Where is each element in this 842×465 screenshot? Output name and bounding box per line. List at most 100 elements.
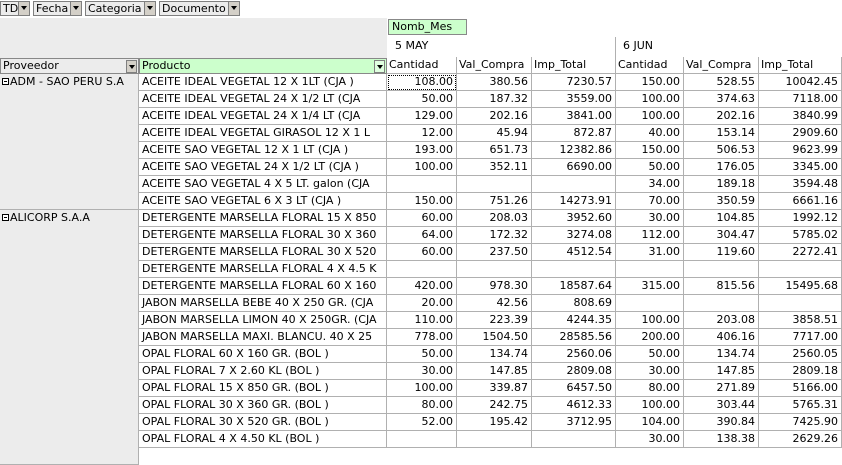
value-cell[interactable] (387, 261, 457, 278)
value-cell[interactable]: 7425.90 (759, 414, 842, 431)
product-cell[interactable]: OPAL FLORAL 30 X 520 GR. (BOL ) (139, 414, 387, 431)
value-cell[interactable]: 50.00 (616, 346, 684, 363)
dropdown-arrow-icon[interactable] (374, 60, 385, 73)
product-cell[interactable]: ACEITE SAO VEGETAL 4 X 5 LT. galon (CJA (139, 176, 387, 193)
value-cell[interactable] (684, 295, 759, 312)
row-field-proveedor[interactable]: Proveedor (0, 58, 139, 74)
value-cell[interactable]: 242.75 (457, 397, 532, 414)
value-cell[interactable] (457, 176, 532, 193)
value-cell[interactable]: 30.00 (616, 363, 684, 380)
value-cell[interactable]: 6661.16 (759, 193, 842, 210)
value-cell[interactable]: 150.00 (616, 74, 684, 91)
product-cell[interactable]: ACEITE IDEAL VEGETAL 12 X 1LT (CJA ) (139, 74, 387, 91)
value-cell[interactable]: 380.56 (457, 74, 532, 91)
value-cell[interactable] (457, 261, 532, 278)
value-cell[interactable]: 5765.31 (759, 397, 842, 414)
value-cell[interactable]: 12382.86 (532, 142, 616, 159)
value-cell[interactable]: 5166.00 (759, 380, 842, 397)
value-cell[interactable]: 2272.41 (759, 244, 842, 261)
value-cell[interactable]: 4512.54 (532, 244, 616, 261)
dropdown-arrow-icon[interactable] (70, 2, 81, 15)
value-cell[interactable]: 506.53 (684, 142, 759, 159)
value-cell[interactable]: 104.85 (684, 210, 759, 227)
value-cell[interactable]: 7717.00 (759, 329, 842, 346)
value-cell[interactable] (532, 176, 616, 193)
product-cell[interactable]: OPAL FLORAL 60 X 160 GR. (BOL ) (139, 346, 387, 363)
value-cell[interactable]: 208.03 (457, 210, 532, 227)
value-cell[interactable]: 195.42 (457, 414, 532, 431)
product-cell[interactable]: ACEITE IDEAL VEGETAL GIRASOL 12 X 1 L (139, 125, 387, 142)
col-header-val-compra-may[interactable]: Val_Compra (457, 57, 532, 74)
value-cell[interactable] (684, 261, 759, 278)
value-cell[interactable]: 651.73 (457, 142, 532, 159)
value-cell[interactable]: 104.00 (616, 414, 684, 431)
value-cell[interactable]: 34.00 (616, 176, 684, 193)
value-cell[interactable]: 3840.99 (759, 108, 842, 125)
value-cell[interactable]: 2809.08 (532, 363, 616, 380)
product-cell[interactable]: DETERGENTE MARSELLA FLORAL 30 X 360 (139, 227, 387, 244)
value-cell[interactable]: 153.14 (684, 125, 759, 142)
value-cell[interactable]: 4612.33 (532, 397, 616, 414)
dropdown-arrow-icon[interactable] (228, 2, 239, 15)
value-cell[interactable]: 108.00 (387, 74, 457, 91)
value-cell[interactable]: 42.56 (457, 295, 532, 312)
value-cell[interactable]: 52.00 (387, 414, 457, 431)
value-cell[interactable]: 15495.68 (759, 278, 842, 295)
value-cell[interactable]: 3858.51 (759, 312, 842, 329)
value-cell[interactable]: 64.00 (387, 227, 457, 244)
value-cell[interactable]: 100.00 (387, 380, 457, 397)
value-cell[interactable]: 28585.56 (532, 329, 616, 346)
provider-cell[interactable]: ADM - SAO PERU S.A (0, 74, 139, 210)
value-cell[interactable]: 100.00 (616, 108, 684, 125)
col-header-imp-total-may[interactable]: Imp_Total (532, 57, 616, 74)
dropdown-arrow-icon[interactable] (18, 2, 29, 15)
value-cell[interactable]: 134.74 (684, 346, 759, 363)
value-cell[interactable]: 80.00 (616, 380, 684, 397)
value-cell[interactable]: 7230.57 (532, 74, 616, 91)
value-cell[interactable]: 60.00 (387, 244, 457, 261)
product-cell[interactable]: JABON MARSELLA MAXI. BLANCU. 40 X 25 (139, 329, 387, 346)
value-cell[interactable]: 187.32 (457, 91, 532, 108)
value-cell[interactable]: 1992.12 (759, 210, 842, 227)
value-cell[interactable]: 100.00 (616, 312, 684, 329)
product-cell[interactable]: JABON MARSELLA BEBE 40 X 250 GR. (CJA (139, 295, 387, 312)
value-cell[interactable]: 2629.26 (759, 431, 842, 448)
value-cell[interactable]: 3952.60 (532, 210, 616, 227)
value-cell[interactable]: 6457.50 (532, 380, 616, 397)
value-cell[interactable]: 20.00 (387, 295, 457, 312)
value-cell[interactable]: 978.30 (457, 278, 532, 295)
value-cell[interactable]: 30.00 (616, 431, 684, 448)
product-cell[interactable]: ACEITE IDEAL VEGETAL 24 X 1/2 LT (CJA (139, 91, 387, 108)
value-cell[interactable]: 40.00 (616, 125, 684, 142)
value-cell[interactable]: 3712.95 (532, 414, 616, 431)
value-cell[interactable]: 271.89 (684, 380, 759, 397)
value-cell[interactable]: 3594.48 (759, 176, 842, 193)
value-cell[interactable]: 172.32 (457, 227, 532, 244)
filter-documento[interactable]: Documento (159, 1, 240, 16)
provider-cell[interactable]: ALICORP S.A.A (0, 210, 139, 465)
product-cell[interactable]: DETERGENTE MARSELLA FLORAL 15 X 850 (139, 210, 387, 227)
value-cell[interactable] (457, 431, 532, 448)
value-cell[interactable]: 7118.00 (759, 91, 842, 108)
value-cell[interactable]: 3841.00 (532, 108, 616, 125)
value-cell[interactable]: 872.87 (532, 125, 616, 142)
value-cell[interactable]: 2560.05 (759, 346, 842, 363)
value-cell[interactable]: 223.39 (457, 312, 532, 329)
value-cell[interactable] (616, 295, 684, 312)
value-cell[interactable]: 350.59 (684, 193, 759, 210)
value-cell[interactable] (532, 431, 616, 448)
value-cell[interactable]: 100.00 (616, 91, 684, 108)
product-cell[interactable]: OPAL FLORAL 15 X 850 GR. (BOL ) (139, 380, 387, 397)
value-cell[interactable]: 6690.00 (532, 159, 616, 176)
col-header-imp-total-jun[interactable]: Imp_Total (759, 57, 842, 74)
value-cell[interactable] (387, 176, 457, 193)
value-cell[interactable]: 60.00 (387, 210, 457, 227)
column-field-nomb-mes[interactable]: Nomb_Mes (388, 19, 467, 35)
product-cell[interactable]: DETERGENTE MARSELLA FLORAL 60 X 160 (139, 278, 387, 295)
value-cell[interactable]: 3274.08 (532, 227, 616, 244)
value-cell[interactable]: 10042.45 (759, 74, 842, 91)
col-header-val-compra-jun[interactable]: Val_Compra (684, 57, 759, 74)
product-cell[interactable]: ACEITE IDEAL VEGETAL 24 X 1/4 LT (CJA (139, 108, 387, 125)
value-cell[interactable]: 129.00 (387, 108, 457, 125)
value-cell[interactable] (387, 431, 457, 448)
